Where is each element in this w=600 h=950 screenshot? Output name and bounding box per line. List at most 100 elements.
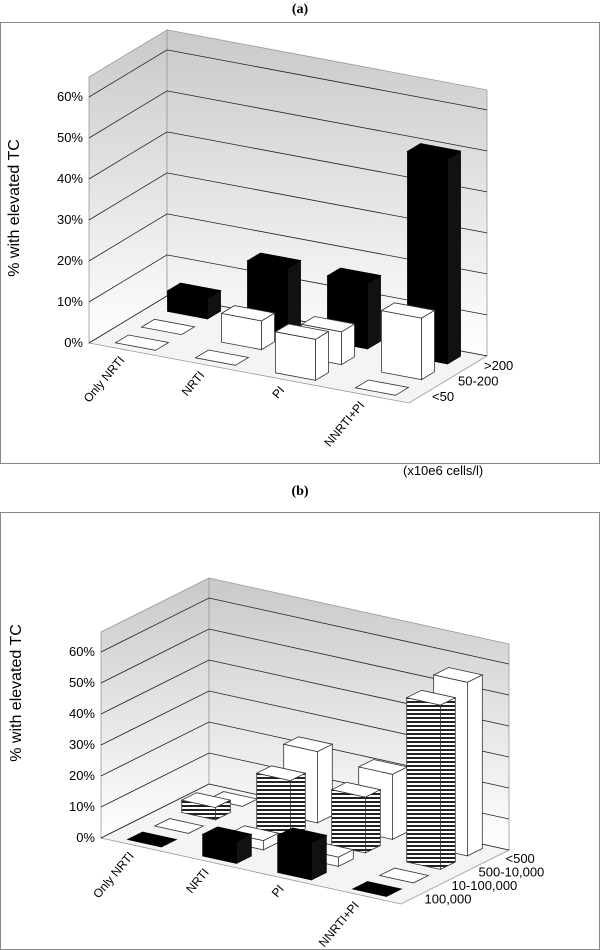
bar-side xyxy=(316,743,333,824)
depth-label: <50 xyxy=(432,389,454,404)
bar xyxy=(380,302,436,381)
bar-top xyxy=(432,667,484,683)
y-axis-title: % with elevated TC xyxy=(8,624,25,762)
depth-label: 50-200 xyxy=(458,373,498,388)
bar-side xyxy=(315,330,329,382)
bar-top xyxy=(140,318,196,336)
bar xyxy=(330,781,382,854)
y-tick-label: 40% xyxy=(69,706,95,721)
bar xyxy=(166,282,222,320)
bar-top xyxy=(354,379,410,396)
bar-side xyxy=(391,766,408,841)
bar-top xyxy=(180,792,232,808)
y-axis-title: % with elevated TC xyxy=(6,139,23,277)
bar-top xyxy=(406,143,462,160)
bar-front xyxy=(275,331,316,381)
panel-label-a: (a) xyxy=(291,2,309,17)
y-tick-label: 40% xyxy=(57,171,83,186)
y-tick-label: 50% xyxy=(69,675,95,690)
gridline xyxy=(100,597,510,665)
bar-side xyxy=(466,674,483,857)
panel-label-b: (b) xyxy=(291,484,309,499)
category-label: NNRTI+PI xyxy=(321,398,367,449)
bar-side xyxy=(367,274,381,350)
bar-top xyxy=(246,252,302,269)
bar-top xyxy=(274,323,330,340)
gridline xyxy=(88,172,488,234)
bar-side xyxy=(289,772,306,838)
bar-top xyxy=(255,765,307,782)
category-label: NRTI xyxy=(179,368,208,398)
bar-top xyxy=(166,282,222,299)
chart-a: 0% 10% 20% 30% 40% 50% 60% % with elevated TC On… xyxy=(6,29,513,478)
bar-side xyxy=(287,259,301,335)
depth-label: >200 xyxy=(484,358,513,373)
y-tick-label: 20% xyxy=(69,768,95,783)
chart-a-frame: 0% 10% 20% 30% 40% 50% 60% % with elevated TC On… xyxy=(0,22,600,478)
gridline xyxy=(88,49,488,111)
bar-top xyxy=(380,302,436,319)
bar xyxy=(180,792,232,821)
category-label: PI xyxy=(269,882,287,900)
bar xyxy=(255,765,307,838)
bar-top xyxy=(228,825,280,842)
bar-front xyxy=(256,772,291,837)
gridline xyxy=(88,213,488,275)
bar xyxy=(201,826,253,865)
gridline xyxy=(100,628,510,696)
y-tick-label: 0% xyxy=(76,830,95,845)
depth-unit-label: (x10e6 cells/l) xyxy=(403,463,483,478)
bar-side xyxy=(439,697,456,871)
y-tick-label: 50% xyxy=(57,130,83,145)
bar-top xyxy=(276,827,328,844)
bar-top xyxy=(330,781,382,798)
category-label: NRTI xyxy=(183,866,212,896)
bar-top xyxy=(194,349,250,366)
bar xyxy=(351,881,403,897)
bar xyxy=(114,334,170,351)
depth-label: 100,000 xyxy=(425,891,472,906)
bar xyxy=(354,379,410,396)
bar-side xyxy=(364,789,381,854)
bar xyxy=(126,831,178,848)
y-tick-label: 0% xyxy=(64,335,83,350)
y-tick-label: 60% xyxy=(57,89,83,104)
bar-top xyxy=(300,316,356,333)
bar-side xyxy=(421,309,435,381)
bar xyxy=(405,689,457,871)
bar-side xyxy=(447,150,461,365)
bar-front xyxy=(331,789,366,854)
y-tick-label: 60% xyxy=(69,644,95,659)
bar xyxy=(276,827,328,881)
bar-front xyxy=(381,310,422,381)
bar-top xyxy=(220,305,276,322)
bar xyxy=(220,305,276,351)
chart-b-frame: 0% 10% 20% 30% 40% 50% 60% % with elevated TC On… xyxy=(0,512,600,950)
bar-top xyxy=(114,334,170,351)
bar-front xyxy=(406,697,441,870)
depth-label: 500-10,000 xyxy=(479,864,545,879)
category-label: NNRTI+PI xyxy=(316,899,362,950)
depth-label: 10-100,000 xyxy=(452,878,518,893)
gridline xyxy=(88,90,488,152)
category-label: Only NRTI xyxy=(81,353,128,405)
bar-top xyxy=(282,736,334,753)
bar xyxy=(153,818,205,834)
bar-top xyxy=(201,826,253,843)
bar-top xyxy=(405,689,457,706)
bar-top xyxy=(351,881,403,897)
y-tick-label: 10% xyxy=(57,294,83,309)
chart-b: 0% 10% 20% 30% 40% 50% 60% % with elevated TC On… xyxy=(8,577,545,950)
y-tick-label: 10% xyxy=(69,799,95,814)
depth-label: <500 xyxy=(506,851,535,866)
bar-top xyxy=(153,818,205,834)
bar xyxy=(378,867,430,884)
category-label: Only NRTI xyxy=(90,849,137,901)
bar-top xyxy=(126,831,178,848)
chart-left-wall xyxy=(88,29,168,344)
y-tick-label: 20% xyxy=(57,253,83,268)
bar xyxy=(274,323,330,382)
bar-top xyxy=(378,867,430,884)
bar xyxy=(194,349,250,366)
bar xyxy=(140,318,196,336)
